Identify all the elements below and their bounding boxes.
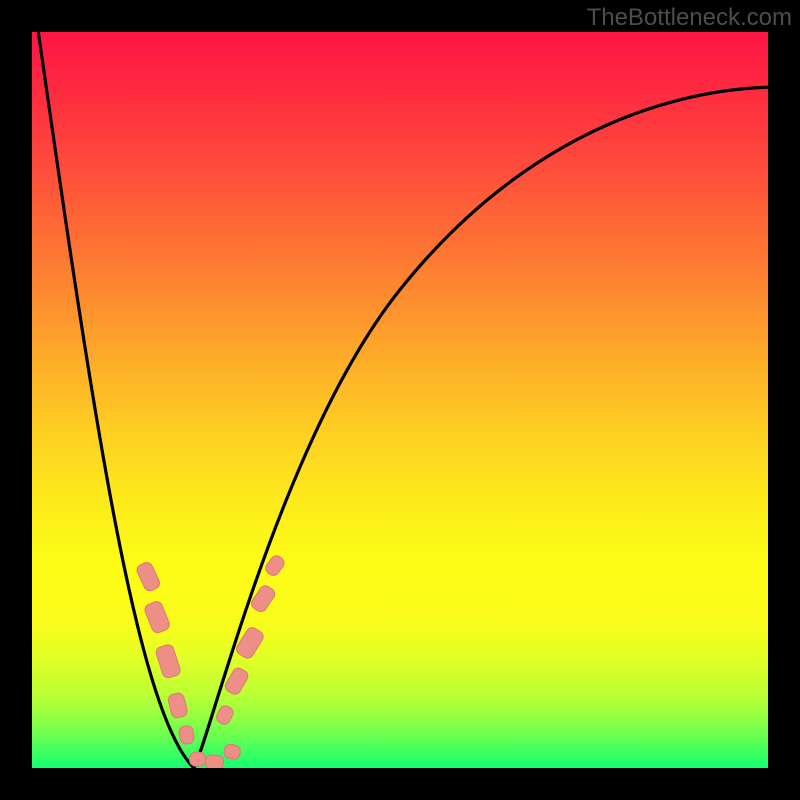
data-marker: [178, 725, 194, 745]
data-marker: [205, 754, 224, 768]
gradient-background: [32, 32, 768, 768]
chart-frame: TheBottleneck.com: [0, 0, 800, 800]
data-marker: [190, 752, 206, 766]
plot-area: [32, 32, 768, 768]
watermark-text: TheBottleneck.com: [587, 4, 792, 32]
plot-svg: [32, 32, 768, 768]
